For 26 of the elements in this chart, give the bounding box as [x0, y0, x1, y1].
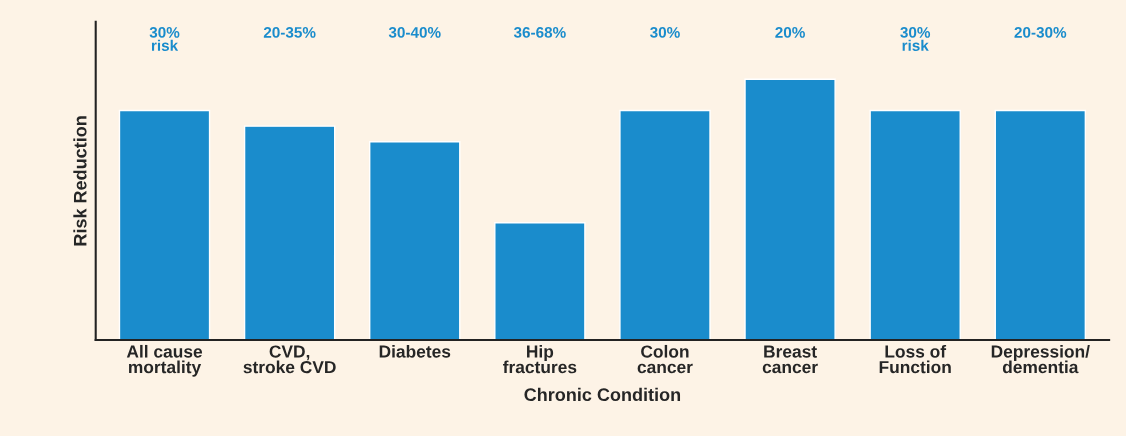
text: 20-30% — [1014, 26, 1067, 38]
bar — [994, 109, 1087, 341]
text: 36-68% — [513, 26, 566, 38]
x-tick-label: CVD, stroke CVD — [243, 345, 336, 374]
text: 30-40% — [388, 26, 441, 38]
x-tick-label: Diabetes — [379, 344, 451, 358]
text: 30% — [650, 26, 680, 38]
x-tick-label: Depression/ dementia — [991, 344, 1090, 374]
x-tick-label: Hip fractures — [503, 344, 577, 374]
y-axis-title: Risk Reduction — [73, 116, 87, 246]
bar — [494, 221, 586, 341]
bar — [118, 109, 211, 341]
x-axis-title: Chronic Condition — [524, 387, 681, 402]
text: 30% risk — [900, 26, 931, 51]
x-tick-label: Colon cancer — [637, 344, 693, 374]
text: 20-35% — [263, 26, 316, 38]
x-tick-label: Loss of Function — [879, 344, 951, 374]
bar — [243, 125, 336, 341]
x-tick-label: Breast cancer — [762, 345, 818, 374]
bar — [869, 109, 961, 341]
bar — [744, 78, 836, 341]
bar — [619, 109, 711, 341]
text: 30% risk — [149, 26, 180, 51]
text: 20% — [775, 26, 805, 38]
x-tick-label: All cause mortality — [126, 344, 203, 377]
bar — [369, 141, 461, 341]
